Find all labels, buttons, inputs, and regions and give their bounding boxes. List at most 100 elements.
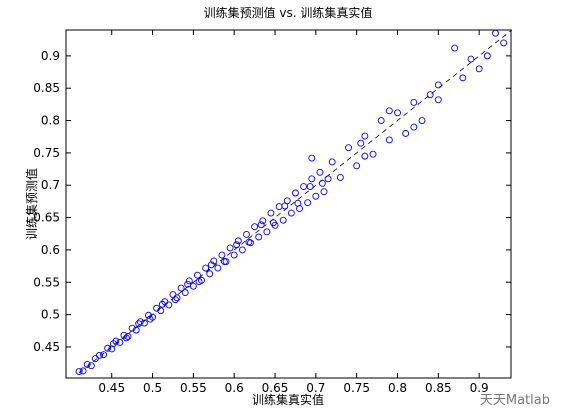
scatter-point	[459, 74, 467, 82]
scatter-point	[104, 344, 112, 352]
scatter-point	[210, 257, 218, 265]
scatter-point	[242, 230, 250, 238]
scatter-point	[173, 294, 181, 302]
scatter-point	[402, 130, 410, 137]
x-tick-label: 0.5	[143, 381, 162, 395]
scatter-point	[308, 175, 316, 183]
scatter-point	[316, 168, 324, 176]
scatter-point	[418, 117, 426, 125]
scatter-point	[122, 334, 130, 342]
scatter-point	[328, 158, 336, 166]
y-axis-label: 训练集预测值	[24, 168, 39, 240]
x-tick-label: 0.6	[225, 381, 244, 395]
scatter-point	[410, 123, 418, 131]
scatter-point	[353, 162, 361, 170]
scatter-point	[336, 174, 344, 181]
scatter-point	[492, 29, 499, 37]
scatter-point	[267, 209, 275, 217]
scatter-point	[308, 154, 316, 162]
scatter-point	[132, 326, 140, 334]
x-tick-label: 0.7	[306, 381, 325, 395]
scatter-point	[500, 39, 508, 47]
y-tick-label: 0.6	[41, 243, 60, 257]
scatter-point	[287, 209, 295, 217]
scatter-point	[377, 117, 385, 125]
y-tick-label: 0.9	[41, 49, 60, 63]
scatter-point	[157, 307, 165, 315]
y-tick-label: 0.5	[41, 308, 60, 322]
scatter-point	[195, 278, 203, 286]
scatter-point	[300, 183, 308, 190]
x-tick-label: 0.65	[262, 381, 289, 395]
scatter-point	[194, 271, 201, 279]
scatter-point	[451, 44, 459, 52]
scatter-point	[202, 264, 210, 272]
scatter-point	[306, 183, 314, 190]
scatter-point	[320, 188, 328, 196]
scatter-point	[357, 139, 365, 147]
scatter-point	[263, 228, 271, 236]
scatter-point	[304, 199, 312, 207]
scatter-point	[220, 258, 228, 266]
scatter-point	[291, 189, 299, 197]
scatter-point	[255, 233, 263, 241]
scatter-point	[475, 65, 483, 73]
scatter-point	[226, 244, 234, 252]
scatter-point	[361, 132, 369, 140]
x-tick-label: 0.55	[180, 381, 207, 395]
scatter-point	[269, 219, 277, 227]
scatter-point	[233, 241, 241, 249]
scatter-point	[96, 351, 103, 359]
scatter-point	[185, 277, 193, 285]
scatter-point	[238, 246, 246, 254]
y-tick-label: 0.65	[33, 211, 60, 225]
scatter-point	[281, 202, 289, 210]
scatter-point	[79, 367, 87, 375]
scatter-point	[230, 251, 238, 259]
x-tick-label: 0.85	[425, 381, 452, 395]
plot-area	[65, 29, 512, 379]
scatter-point	[312, 192, 320, 200]
scatter-point	[467, 55, 475, 63]
scatter-point	[145, 311, 152, 319]
scatter-point	[279, 216, 287, 224]
scatter-point	[434, 96, 442, 104]
scatter-point	[177, 284, 185, 292]
scatter-point	[234, 237, 242, 245]
watermark: 天天Matlab	[480, 393, 550, 408]
scatter-point	[214, 264, 222, 272]
scatter-point	[218, 251, 226, 259]
x-tick-label: 0.9	[470, 381, 489, 395]
x-tick-label: 0.8	[388, 381, 407, 395]
y-tick-label: 0.85	[33, 81, 60, 95]
scatter-point	[128, 324, 136, 332]
scatter-point	[165, 301, 173, 309]
scatter-point	[146, 315, 154, 323]
scatter-point	[245, 238, 253, 246]
scatter-point	[207, 261, 215, 269]
x-axis-label: 训练集真实值	[252, 392, 324, 407]
scatter-point	[394, 109, 401, 117]
scatter-point	[83, 360, 91, 368]
chart-title: 训练集预测值 vs. 训练集真实值	[204, 5, 373, 20]
scatter-point	[434, 81, 442, 89]
scatter-point	[257, 221, 265, 229]
scatter-point	[109, 340, 117, 348]
scatter-point	[294, 199, 302, 207]
scatter-point	[75, 368, 83, 375]
y-tick-label: 0.45	[33, 340, 60, 354]
y-tick-label: 0.75	[33, 146, 60, 160]
scatter-point	[318, 179, 326, 187]
scatter-point	[158, 300, 166, 308]
scatter-point	[116, 338, 124, 346]
scatter-point	[136, 318, 144, 326]
scatter-point	[135, 320, 143, 328]
scatter-point	[171, 296, 179, 304]
scatter-point	[426, 91, 434, 99]
scatter-point	[124, 333, 132, 341]
scatter-point	[385, 107, 393, 115]
y-tick-label: 0.7	[41, 178, 60, 192]
y-tick-label: 0.55	[33, 275, 60, 289]
